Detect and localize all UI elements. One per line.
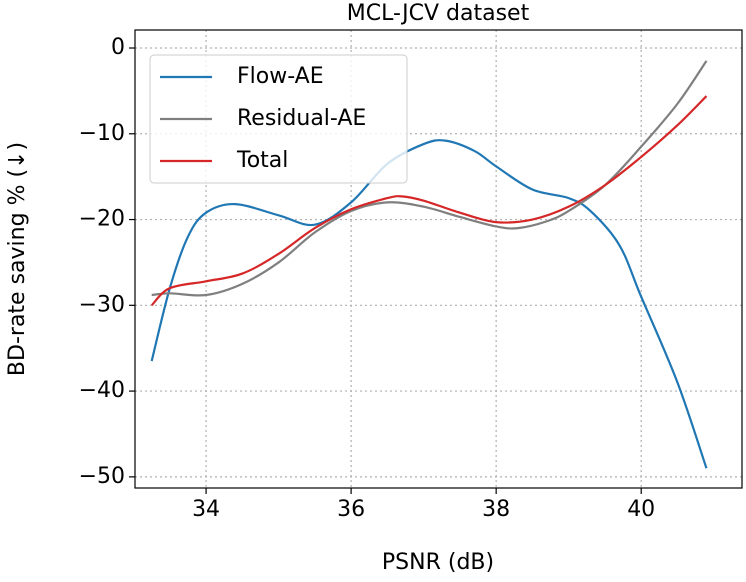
y-tick-label: −50 xyxy=(79,464,125,489)
x-axis-label: PSNR (dB) xyxy=(382,550,494,575)
x-tick-label: 40 xyxy=(627,497,655,522)
y-axis-label: BD-rate saving % (↓) xyxy=(5,142,30,376)
y-tick-label: 0 xyxy=(111,35,125,60)
y-tick-label: −20 xyxy=(79,207,125,232)
legend-label: Flow-AE xyxy=(237,64,324,89)
y-tick-label: −10 xyxy=(79,121,125,146)
line-series xyxy=(150,139,708,469)
y-tick-label: −30 xyxy=(79,292,125,317)
x-tick-label: 38 xyxy=(482,497,510,522)
y-tick-label: −40 xyxy=(79,378,125,403)
x-tick-label: 36 xyxy=(337,497,365,522)
chart-title: MCL-JCV dataset xyxy=(347,1,530,26)
legend-box xyxy=(149,54,408,184)
x-tick-label: 34 xyxy=(192,497,220,522)
legend-label: Residual-AE xyxy=(237,106,366,131)
legend-label: Total xyxy=(236,148,288,173)
line-series xyxy=(150,95,708,307)
plot-frame xyxy=(134,29,743,489)
